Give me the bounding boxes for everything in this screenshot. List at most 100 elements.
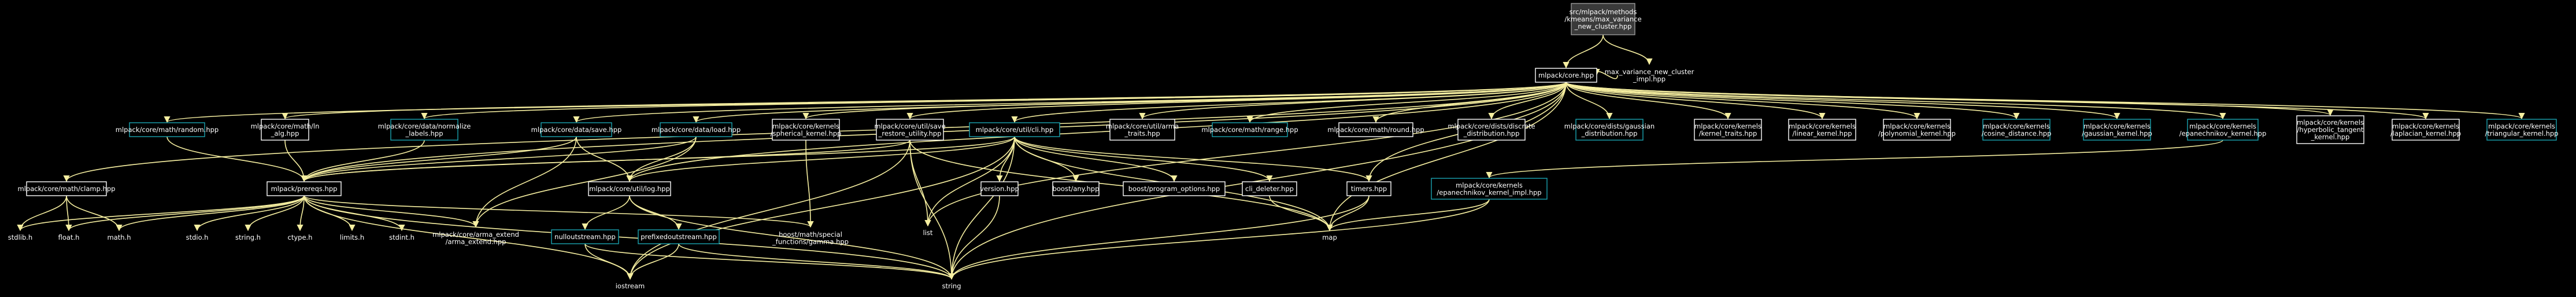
edge-n1-n3 (164, 82, 1567, 123)
node-label: _distribution.hpp (1581, 129, 1638, 137)
node-label: stdint.h (389, 233, 414, 241)
node-n26[interactable]: mlpack/prereqs.hpp (267, 181, 342, 196)
node-label: string (942, 282, 961, 290)
node-n17[interactable]: mlpack/core/kernels/linear_kernel.hpp (1788, 119, 1856, 141)
edge-n34-n49 (948, 199, 1490, 280)
node-label: list (923, 229, 933, 237)
edge-n5-n26 (301, 140, 425, 182)
edge-n10-n28 (924, 136, 1015, 227)
edge-n6-n26 (301, 136, 577, 182)
node-label: mlpack/core/kernels (2189, 122, 2256, 130)
node-label: mlpack/core/math/round.hpp (1327, 126, 1424, 134)
node-n44: boost/math/special_functions/gamma.hpp (772, 230, 849, 246)
node-n12[interactable]: mlpack/core/math/range.hpp (1201, 122, 1298, 137)
node-n22[interactable]: mlpack/core/kernels/hyperbolic_tangent_k… (2296, 115, 2364, 144)
node-n20[interactable]: mlpack/core/kernels/gaussian_kernel.hpp (2082, 119, 2152, 141)
node-n31[interactable]: boost/program_options.hpp (1123, 181, 1226, 196)
node-n4[interactable]: mlpack/core/math/ln_alg.hpp (251, 119, 320, 141)
edge-n27-n45 (582, 195, 630, 230)
edge-n29-n49 (948, 195, 1000, 280)
edge-n1-n4 (282, 82, 1567, 120)
node-label: mlpack/core/dists/gaussian (1564, 122, 1655, 130)
node-label: mlpack/core/math/ln (251, 122, 320, 130)
node-label: _distribution.hpp (1463, 129, 1520, 137)
node-n5[interactable]: mlpack/core/data/normalize_labels.hpp (378, 119, 471, 141)
edge-n1-n19 (1565, 82, 2020, 120)
node-n19[interactable]: mlpack/core/kernels/cosine_distance.hpp (1982, 119, 2052, 141)
node-n8[interactable]: mlpack/core/kernels/spherical_kernel.hpp (771, 119, 842, 141)
node-n3[interactable]: mlpack/core/math/random.hpp (116, 122, 219, 137)
node-n27[interactable]: mlpack/core/util/log.hpp (588, 181, 671, 196)
node-label: mlpack/core/kernels (2392, 122, 2459, 130)
edge-n3-n26 (166, 136, 308, 182)
node-label: mlpack/core/kernels (1789, 122, 1856, 130)
edge-n6-n43 (472, 136, 577, 228)
node-label: mlpack/core/dists/discrete (1448, 122, 1535, 130)
node-n28: list (923, 229, 933, 237)
node-label: mlpack/core/data/normalize (378, 122, 471, 130)
node-label: /kmeans/max_variance (1564, 15, 1641, 23)
node-n23[interactable]: mlpack/core/kernels/laplacian_kernel.hpp (2390, 119, 2461, 141)
edge-n10-n31 (1014, 136, 1178, 182)
node-n7[interactable]: mlpack/core/data/load.hpp (652, 122, 741, 137)
node-n34[interactable]: mlpack/core/kernels/epanechnikov_kernel_… (1431, 178, 1548, 200)
edge-n26-n37 (116, 195, 305, 232)
edge-n8-n44 (805, 140, 814, 228)
edge-n1-n16 (1565, 82, 1731, 120)
node-n11[interactable]: mlpack/core/util/arma_traits.hpp (1106, 119, 1179, 141)
edge-n10-n32 (1014, 136, 1273, 182)
node-label: prefixedoutstream.hpp (641, 233, 717, 241)
edge-n27-n46 (629, 195, 682, 230)
node-label: mlpack/core/kernels (1694, 122, 1761, 130)
node-n46[interactable]: prefixedoutstream.hpp (638, 229, 720, 244)
edge-n1-n28 (924, 82, 1567, 227)
node-label: mlpack/core/math/random.hpp (116, 126, 219, 134)
node-n24[interactable]: mlpack/core/kernels/triangular_kernel.hp… (2485, 119, 2559, 141)
edge-n45-n48 (584, 243, 634, 280)
node-n9[interactable]: mlpack/core/util/save_restore_utility.hp… (874, 119, 946, 141)
node-n0[interactable]: src/mlpack/methods/kmeans/max_variance_n… (1564, 3, 1642, 35)
node-n16[interactable]: mlpack/core/kernels/kernel_traits.hpp (1694, 119, 1762, 141)
node-n29[interactable]: version.hpp (980, 181, 1019, 196)
edge-n1-n5 (421, 82, 1567, 120)
node-n13[interactable]: mlpack/core/math/round.hpp (1327, 122, 1424, 137)
node-label: /polynomial_kernel.hpp (1878, 129, 1956, 137)
node-label: /spherical_kernel.hpp (771, 129, 842, 137)
node-label: _labels.hpp (405, 129, 443, 137)
node-n47: map (1322, 233, 1337, 241)
node-n45[interactable]: nulloutstream.hpp (551, 229, 619, 244)
edge-n4-n26 (284, 140, 308, 182)
node-n30[interactable]: boost/any.hpp (1052, 181, 1100, 196)
node-label: boost/math/special (779, 230, 842, 239)
node-n6[interactable]: mlpack/core/data/save.hpp (531, 122, 622, 137)
node-n32[interactable]: cli_deleter.hpp (1242, 181, 1297, 196)
node-n42: stdint.h (389, 233, 414, 241)
node-n18[interactable]: mlpack/core/kernels/polynomial_kernel.hp… (1878, 119, 1956, 141)
node-n1[interactable]: mlpack/core.hpp (1535, 68, 1597, 83)
node-label: /triangular_kernel.hpp (2485, 129, 2559, 137)
node-n2: max_variance_new_cluster_impl.hpp (1605, 68, 1694, 83)
node-n21[interactable]: mlpack/core/kernels/epanechnikov_kernel.… (2179, 119, 2267, 141)
edge-n1-n21 (1565, 82, 2226, 120)
edge-n9-n48 (627, 140, 911, 280)
edge-n1-n15 (1565, 82, 1613, 120)
node-label: mlpack/core.hpp (1538, 71, 1594, 79)
node-label: mlpack/core/math/clamp.hpp (18, 185, 116, 193)
edge-n9-n49 (909, 140, 955, 280)
edge-n32-n47 (1269, 195, 1333, 232)
node-label: mlpack/core/kernels (2488, 122, 2555, 130)
edge-n26-n39 (245, 195, 305, 232)
edge-n6-n27 (576, 136, 633, 182)
node-n35: stdlib.h (8, 233, 32, 241)
node-n10[interactable]: mlpack/core/util/cli.hpp (969, 122, 1060, 137)
node-n25[interactable]: mlpack/core/math/clamp.hpp (18, 181, 116, 196)
node-n48: iostream (616, 282, 645, 290)
node-label: mlpack/core/util/arma (1106, 122, 1179, 130)
edge-n1-n14 (1488, 82, 1567, 120)
node-n33[interactable]: timers.hpp (1346, 181, 1391, 196)
node-n15[interactable]: mlpack/core/dists/gaussian_distribution.… (1564, 119, 1655, 141)
node-label: boost/any.hpp (1053, 185, 1100, 193)
edge-n1-n17 (1565, 82, 1826, 120)
edge-n25-n35 (17, 195, 67, 232)
node-n14[interactable]: mlpack/core/dists/discrete_distribution.… (1448, 119, 1535, 141)
